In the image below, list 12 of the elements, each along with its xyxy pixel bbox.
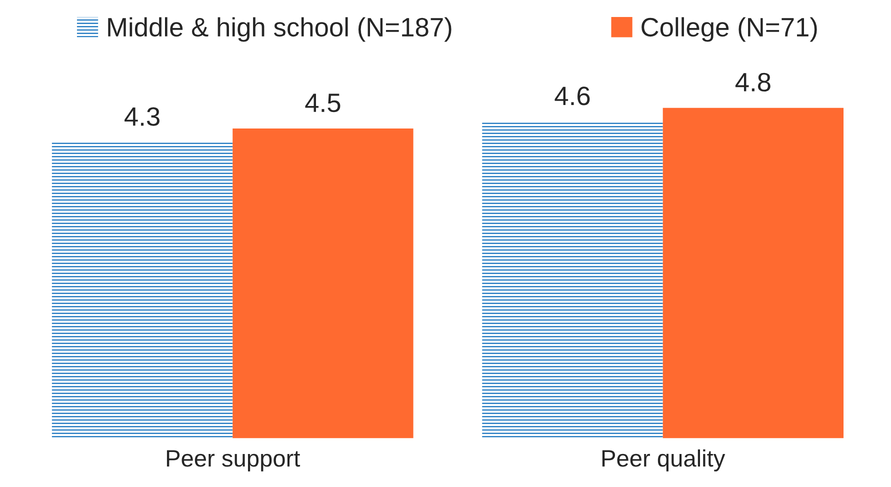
bar bbox=[232, 128, 414, 438]
x-tick-label: Peer support bbox=[166, 450, 300, 472]
data-label: 4.8 bbox=[735, 72, 770, 92]
data-label: 4.6 bbox=[554, 86, 590, 106]
legend-label: College (N=71) bbox=[642, 17, 817, 42]
data-label: 4.3 bbox=[124, 107, 160, 126]
bar bbox=[482, 122, 663, 438]
x-tick-label: Peer quality bbox=[602, 449, 726, 472]
bar bbox=[52, 142, 233, 438]
legend-label: Middle & high school (N=187) bbox=[108, 17, 452, 42]
data-label: 4.5 bbox=[305, 94, 340, 112]
bar bbox=[662, 108, 844, 438]
